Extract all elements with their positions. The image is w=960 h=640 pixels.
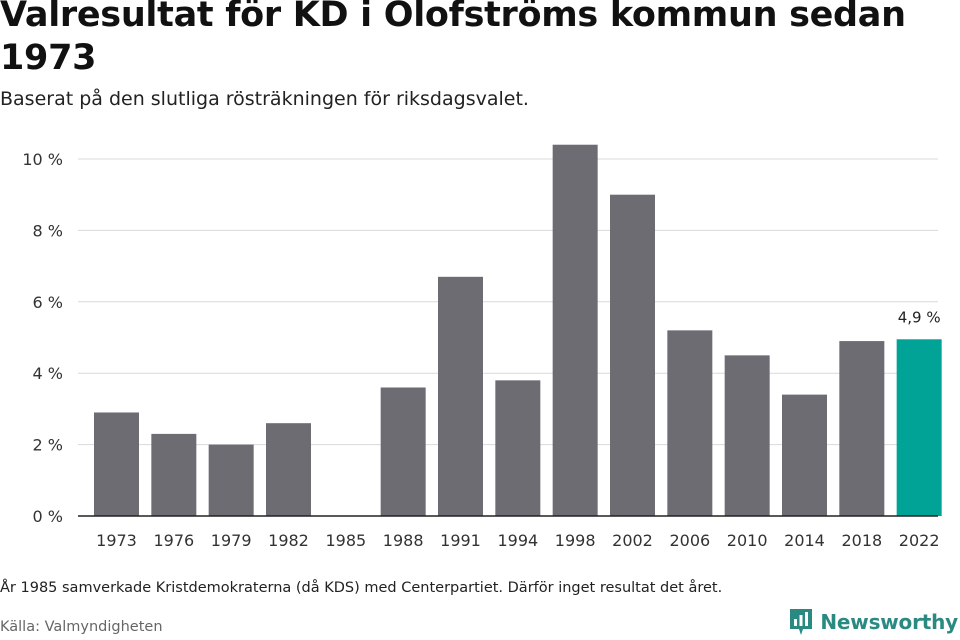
- bar-1988[interactable]: [380, 387, 426, 516]
- bar-chart: 0 % 2 % 4 % 6 % 8 % 10 % 1973 1976 1979 1982 1985…: [22, 144, 942, 550]
- chart-title: Valresultat för KD i Olofströms kommun s…: [0, 0, 906, 78]
- y-tick-label: 4 %: [33, 364, 63, 383]
- x-tick-label: 1988: [383, 531, 424, 550]
- x-tick-label: 1976: [153, 531, 194, 550]
- x-tick-label: 2010: [727, 531, 768, 550]
- y-axis-ticks: 0 % 2 % 4 % 6 % 8 % 10 %: [22, 150, 63, 526]
- bar-2006[interactable]: [667, 330, 713, 516]
- bar-1998[interactable]: [552, 144, 598, 516]
- bar-2014[interactable]: [782, 394, 827, 516]
- x-tick-label: 1991: [440, 531, 481, 550]
- footnote: År 1985 samverkade Kristdemokraterna (då…: [0, 580, 723, 596]
- y-tick-label: 0 %: [33, 507, 63, 526]
- x-tick-label: 1982: [268, 531, 309, 550]
- bar-1973[interactable]: [94, 412, 139, 516]
- data-labels: 4,9 %: [898, 308, 941, 326]
- y-tick-label: 6 %: [33, 293, 63, 312]
- x-tick-label: 2006: [669, 531, 710, 550]
- x-tick-label: 2018: [841, 531, 882, 550]
- x-tick-label: 2022: [899, 531, 940, 550]
- bar-2002[interactable]: [610, 194, 655, 516]
- x-tick-label: 1998: [555, 531, 596, 550]
- chart-subtitle: Baserat på den slutliga rösträkningen fö…: [0, 88, 529, 110]
- x-tick-label: 1979: [211, 531, 252, 550]
- bar-2022[interactable]: [896, 339, 942, 516]
- x-tick-label: 2014: [784, 531, 825, 550]
- bar-1991[interactable]: [438, 276, 483, 516]
- bar-1982[interactable]: [266, 423, 311, 516]
- bar-2010[interactable]: [724, 355, 770, 516]
- bar-1994[interactable]: [495, 380, 541, 516]
- y-tick-label: 2 %: [33, 436, 63, 455]
- y-tick-label: 8 %: [33, 221, 63, 240]
- brand-logo[interactable]: Newsworthy: [788, 606, 958, 638]
- bar-1976[interactable]: [151, 433, 197, 516]
- bar-2018[interactable]: [839, 341, 885, 516]
- x-tick-label: 1994: [497, 531, 538, 550]
- bars: [94, 144, 942, 516]
- x-tick-label: 2002: [612, 531, 653, 550]
- y-tick-label: 10 %: [22, 150, 63, 169]
- newsworthy-logo-icon: [790, 609, 813, 635]
- brand-name: Newsworthy: [820, 610, 958, 634]
- data-label: 4,9 %: [898, 308, 941, 326]
- x-tick-label: 1985: [325, 531, 366, 550]
- bar-1979[interactable]: [208, 444, 254, 516]
- x-axis-ticks: 1973 1976 1979 1982 1985 1988 1991 1994 1998 2002…: [96, 531, 939, 550]
- x-tick-label: 1973: [96, 531, 137, 550]
- source-text: Källa: Valmyndigheten: [0, 619, 163, 635]
